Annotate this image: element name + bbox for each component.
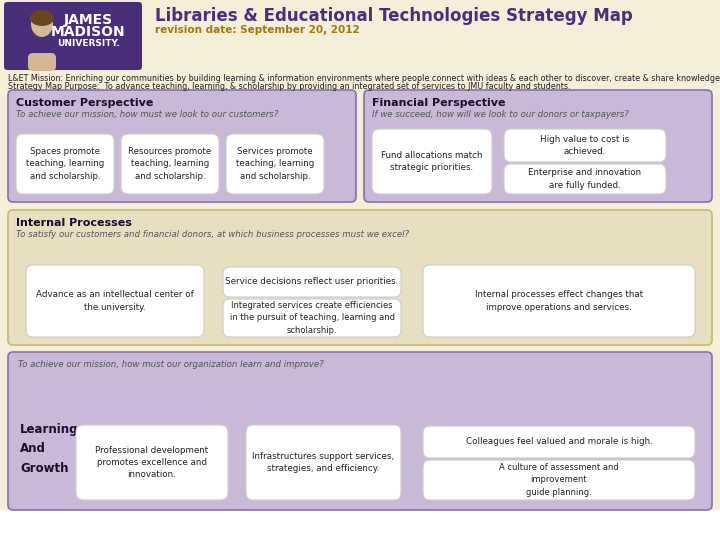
FancyBboxPatch shape	[423, 460, 695, 500]
FancyBboxPatch shape	[504, 129, 666, 162]
Text: High value to cost is
achieved.: High value to cost is achieved.	[541, 135, 629, 156]
FancyBboxPatch shape	[8, 210, 712, 345]
Text: Integrated services create efficiencies
in the pursuit of teaching, learning and: Integrated services create efficiencies …	[230, 301, 395, 335]
Text: Services promote
teaching, learning
and scholarship.: Services promote teaching, learning and …	[236, 147, 314, 181]
FancyBboxPatch shape	[26, 265, 204, 337]
FancyBboxPatch shape	[364, 90, 712, 202]
Text: Professional development
promotes excellence and
innovation.: Professional development promotes excell…	[96, 446, 209, 479]
Ellipse shape	[31, 11, 53, 37]
Bar	[0, 510, 720, 540]
Text: Internal Processes: Internal Processes	[16, 218, 132, 228]
Text: Resources promote
teaching, learning
and scholarship.: Resources promote teaching, learning and…	[128, 147, 212, 181]
Text: Fund allocations match
strategic priorities.: Fund allocations match strategic priorit…	[382, 151, 482, 172]
FancyBboxPatch shape	[423, 265, 695, 337]
Text: Customer Perspective: Customer Perspective	[16, 98, 153, 108]
Text: Libraries & Educational Technologies Strategy Map: Libraries & Educational Technologies Str…	[155, 7, 633, 25]
FancyBboxPatch shape	[223, 299, 401, 337]
Text: L&ET Mission: Enriching our communities by building learning & information envir: L&ET Mission: Enriching our communities …	[8, 74, 720, 83]
Text: Internal processes effect changes that
improve operations and services.: Internal processes effect changes that i…	[475, 291, 643, 312]
FancyBboxPatch shape	[226, 134, 324, 194]
FancyBboxPatch shape	[8, 352, 712, 510]
Text: If we succeed, how will we look to our donors or taxpayers?: If we succeed, how will we look to our d…	[372, 110, 629, 119]
Text: Colleagues feel valued and morale is high.: Colleagues feel valued and morale is hig…	[466, 437, 652, 447]
FancyBboxPatch shape	[423, 426, 695, 458]
Text: Infrastructures support services,
strategies, and efficiency.: Infrastructures support services, strate…	[253, 452, 395, 473]
Text: revision date: September 20, 2012: revision date: September 20, 2012	[155, 25, 360, 35]
FancyBboxPatch shape	[223, 267, 401, 297]
Text: Strategy Map Purpose:  To advance teaching, learning, & scholarship by providing: Strategy Map Purpose: To advance teachin…	[8, 82, 570, 91]
Text: JAMES: JAMES	[63, 13, 112, 27]
FancyBboxPatch shape	[28, 53, 56, 71]
FancyBboxPatch shape	[76, 425, 228, 500]
Text: To achieve our mission, how must we look to our customers?: To achieve our mission, how must we look…	[16, 110, 279, 119]
FancyBboxPatch shape	[372, 129, 492, 194]
Text: Spaces promote
teaching, learning
and scholarship.: Spaces promote teaching, learning and sc…	[26, 147, 104, 181]
Text: UNIVERSITY.: UNIVERSITY.	[57, 38, 120, 48]
FancyBboxPatch shape	[8, 90, 356, 202]
FancyBboxPatch shape	[504, 164, 666, 194]
FancyBboxPatch shape	[121, 134, 219, 194]
Ellipse shape	[30, 10, 54, 26]
Text: MADISON: MADISON	[50, 25, 125, 39]
Text: Learning
And
Growth: Learning And Growth	[20, 423, 78, 475]
Text: To achieve our mission, how must our organization learn and improve?: To achieve our mission, how must our org…	[18, 360, 324, 369]
Text: Service decisions reflect user priorities.: Service decisions reflect user prioritie…	[225, 278, 399, 287]
Text: A culture of assessment and
improvement
guide planning.: A culture of assessment and improvement …	[499, 463, 619, 497]
FancyBboxPatch shape	[4, 2, 142, 70]
Text: Enterprise and innovation
are fully funded.: Enterprise and innovation are fully fund…	[528, 168, 642, 190]
Text: To satisfy our customers and financial donors, at which business processes must : To satisfy our customers and financial d…	[16, 230, 409, 239]
Text: Financial Perspective: Financial Perspective	[372, 98, 505, 108]
Text: Advance as an intellectual center of
the university.: Advance as an intellectual center of the…	[36, 291, 194, 312]
FancyBboxPatch shape	[246, 425, 401, 500]
FancyBboxPatch shape	[16, 134, 114, 194]
